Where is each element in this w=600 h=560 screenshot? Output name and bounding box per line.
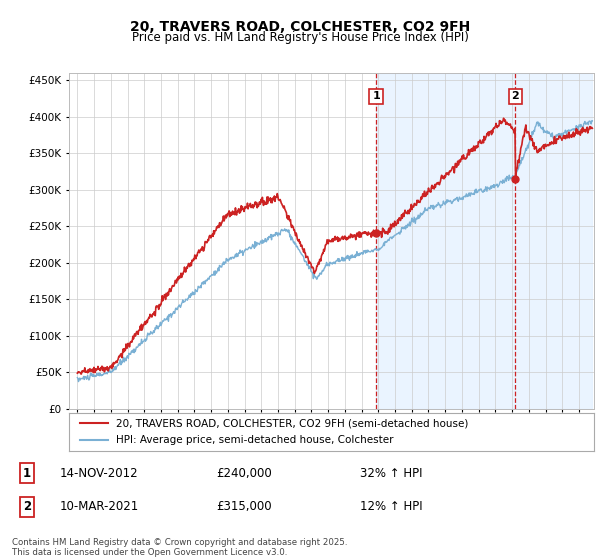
- Text: 14-NOV-2012: 14-NOV-2012: [60, 466, 139, 480]
- Text: 10-MAR-2021: 10-MAR-2021: [60, 500, 139, 514]
- Text: 2: 2: [511, 91, 519, 101]
- Text: £240,000: £240,000: [216, 466, 272, 480]
- Text: £315,000: £315,000: [216, 500, 272, 514]
- Text: 12% ↑ HPI: 12% ↑ HPI: [360, 500, 422, 514]
- Text: 20, TRAVERS ROAD, COLCHESTER, CO2 9FH (semi-detached house): 20, TRAVERS ROAD, COLCHESTER, CO2 9FH (s…: [116, 418, 469, 428]
- Text: Contains HM Land Registry data © Crown copyright and database right 2025.
This d: Contains HM Land Registry data © Crown c…: [12, 538, 347, 557]
- Text: Price paid vs. HM Land Registry's House Price Index (HPI): Price paid vs. HM Land Registry's House …: [131, 31, 469, 44]
- Text: 32% ↑ HPI: 32% ↑ HPI: [360, 466, 422, 480]
- Text: 1: 1: [23, 466, 31, 480]
- Text: 2: 2: [23, 500, 31, 514]
- Text: 1: 1: [372, 91, 380, 101]
- Text: 20, TRAVERS ROAD, COLCHESTER, CO2 9FH: 20, TRAVERS ROAD, COLCHESTER, CO2 9FH: [130, 20, 470, 34]
- Text: HPI: Average price, semi-detached house, Colchester: HPI: Average price, semi-detached house,…: [116, 435, 394, 445]
